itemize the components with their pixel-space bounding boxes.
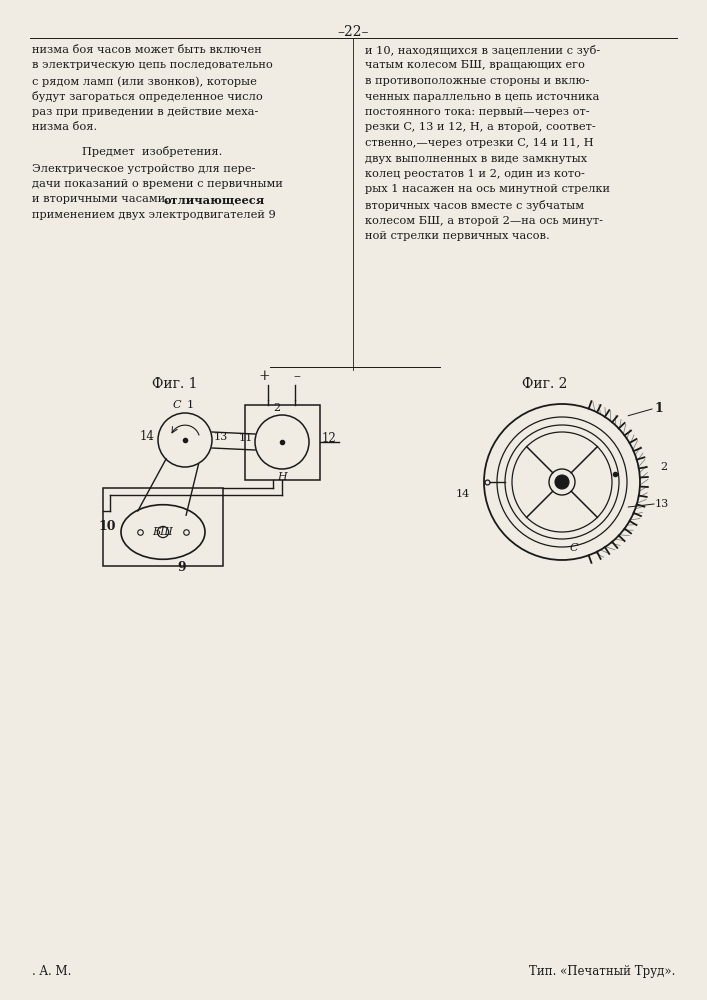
Text: 13: 13: [214, 432, 228, 442]
Text: дачи показаний о времени с первичными: дачи показаний о времени с первичными: [32, 179, 283, 189]
Text: C: C: [570, 543, 578, 553]
Text: Фиг. 1: Фиг. 1: [152, 377, 198, 391]
Text: низма боя.: низма боя.: [32, 122, 98, 132]
Text: 2: 2: [274, 403, 281, 413]
Text: будут загораться определенное число: будут загораться определенное число: [32, 92, 263, 103]
Text: 14: 14: [140, 430, 155, 444]
Text: 12: 12: [322, 432, 337, 444]
Text: применением двух электродвигателей 9: применением двух электродвигателей 9: [32, 210, 276, 220]
Text: Электрическое устройство для пере-: Электрическое устройство для пере-: [32, 163, 255, 174]
Text: вторичных часов вместе с зубчатым: вторичных часов вместе с зубчатым: [365, 200, 584, 211]
Text: C: C: [173, 400, 181, 410]
Text: раз при приведении в действие меха-: раз при приведении в действие меха-: [32, 107, 258, 117]
Circle shape: [555, 475, 569, 489]
Text: Фиг. 2: Фиг. 2: [522, 377, 568, 391]
Text: чатым колесом БШ, вращающих его: чатым колесом БШ, вращающих его: [365, 60, 585, 70]
Text: ченных параллельно в цепь источника: ченных параллельно в цепь источника: [365, 92, 600, 102]
Text: и вторичными часами,: и вторичными часами,: [32, 194, 173, 205]
Text: в электрическую цепь последовательно: в электрическую цепь последовательно: [32, 60, 273, 70]
Text: отличающееся: отличающееся: [163, 194, 264, 206]
Text: с рядом ламп (или звонков), которые: с рядом ламп (или звонков), которые: [32, 76, 257, 87]
Text: 10: 10: [98, 520, 116, 534]
Text: рых 1 насажен на ось минутной стрелки: рых 1 насажен на ось минутной стрелки: [365, 184, 610, 194]
Text: 2: 2: [660, 462, 667, 472]
Text: низма боя часов может быть включен: низма боя часов может быть включен: [32, 45, 262, 55]
Text: двух выполненных в виде замкнутых: двух выполненных в виде замкнутых: [365, 153, 587, 163]
Text: Тип. «Печатный Труд».: Тип. «Печатный Труд».: [529, 965, 675, 978]
Text: H: H: [277, 472, 287, 482]
Text: и 10, находящихся в зацеплении с зуб-: и 10, находящихся в зацеплении с зуб-: [365, 45, 600, 56]
Text: колесом БШ, а второй 2—на ось минут-: колесом БШ, а второй 2—на ось минут-: [365, 216, 603, 226]
Text: +: +: [258, 369, 270, 383]
Text: 11: 11: [239, 433, 253, 443]
Text: 9: 9: [177, 561, 186, 574]
Text: резки C, 13 и 12, H, а второй, соответ-: резки C, 13 и 12, H, а второй, соответ-: [365, 122, 596, 132]
Text: в противоположные стороны и вклю-: в противоположные стороны и вклю-: [365, 76, 590, 86]
Bar: [103, 488, 223, 566]
Text: БШ: БШ: [153, 527, 173, 537]
Text: 1: 1: [187, 400, 194, 410]
Text: ной стрелки первичных часов.: ной стрелки первичных часов.: [365, 231, 550, 241]
Text: постоянного тока: первый—через от-: постоянного тока: первый—через от-: [365, 107, 590, 117]
Text: ственно,—через отрезки C, 14 и 11, H: ственно,—через отрезки C, 14 и 11, H: [365, 138, 594, 148]
Bar: [245, 405, 320, 480]
Text: 1: 1: [654, 402, 662, 416]
Text: –: –: [293, 369, 300, 383]
Text: –22–: –22–: [337, 25, 369, 39]
Text: . A. M.: . A. M.: [32, 965, 71, 978]
Text: 13: 13: [655, 499, 670, 509]
Text: 14: 14: [456, 489, 470, 499]
Text: колец реостатов 1 и 2, один из кото-: колец реостатов 1 и 2, один из кото-: [365, 169, 585, 179]
Text: Предмет  изобретения.: Предмет изобретения.: [82, 146, 223, 157]
